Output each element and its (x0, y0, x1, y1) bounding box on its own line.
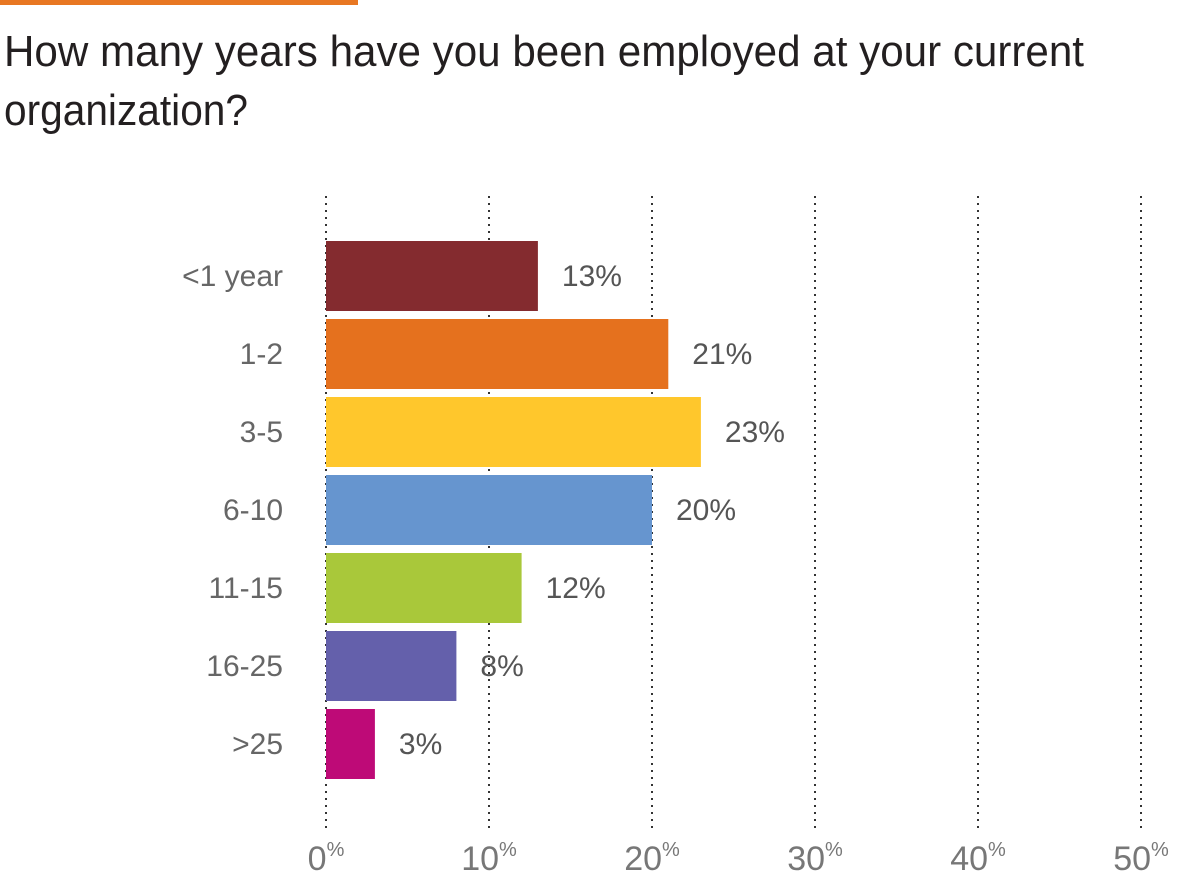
bar (326, 475, 652, 545)
bar (326, 241, 538, 311)
chart-title-line-2: organization? (4, 86, 248, 135)
x-tick-label: 30% (787, 839, 843, 874)
category-label: 6-10 (223, 494, 283, 527)
category-label: >25 (232, 728, 283, 761)
x-tick-label: 10% (461, 839, 517, 874)
category-label: 16-25 (206, 650, 283, 683)
value-label: 20% (676, 494, 736, 527)
bar (326, 553, 522, 623)
category-label: 3-5 (240, 416, 283, 449)
value-label: 13% (562, 260, 622, 293)
category-label: <1 year (182, 260, 283, 293)
value-label: 12% (546, 572, 606, 605)
category-label: 11-15 (208, 572, 283, 605)
value-label: 21% (692, 338, 752, 371)
accent-bar (0, 0, 358, 5)
x-tick-label: 20% (624, 839, 680, 874)
bar (326, 397, 701, 467)
bar (326, 319, 669, 389)
x-tick-label: 50% (1113, 839, 1169, 874)
bar (326, 631, 457, 701)
chart-title-line-1: How many years have you been employed at… (4, 27, 1084, 76)
value-label: 8% (480, 650, 523, 683)
value-label: 23% (725, 416, 785, 449)
x-tick-label: 40% (950, 839, 1006, 874)
category-label: 1-2 (240, 338, 283, 371)
bar (326, 709, 375, 779)
x-tick-label: 0% (308, 839, 345, 874)
value-label: 3% (399, 728, 442, 761)
